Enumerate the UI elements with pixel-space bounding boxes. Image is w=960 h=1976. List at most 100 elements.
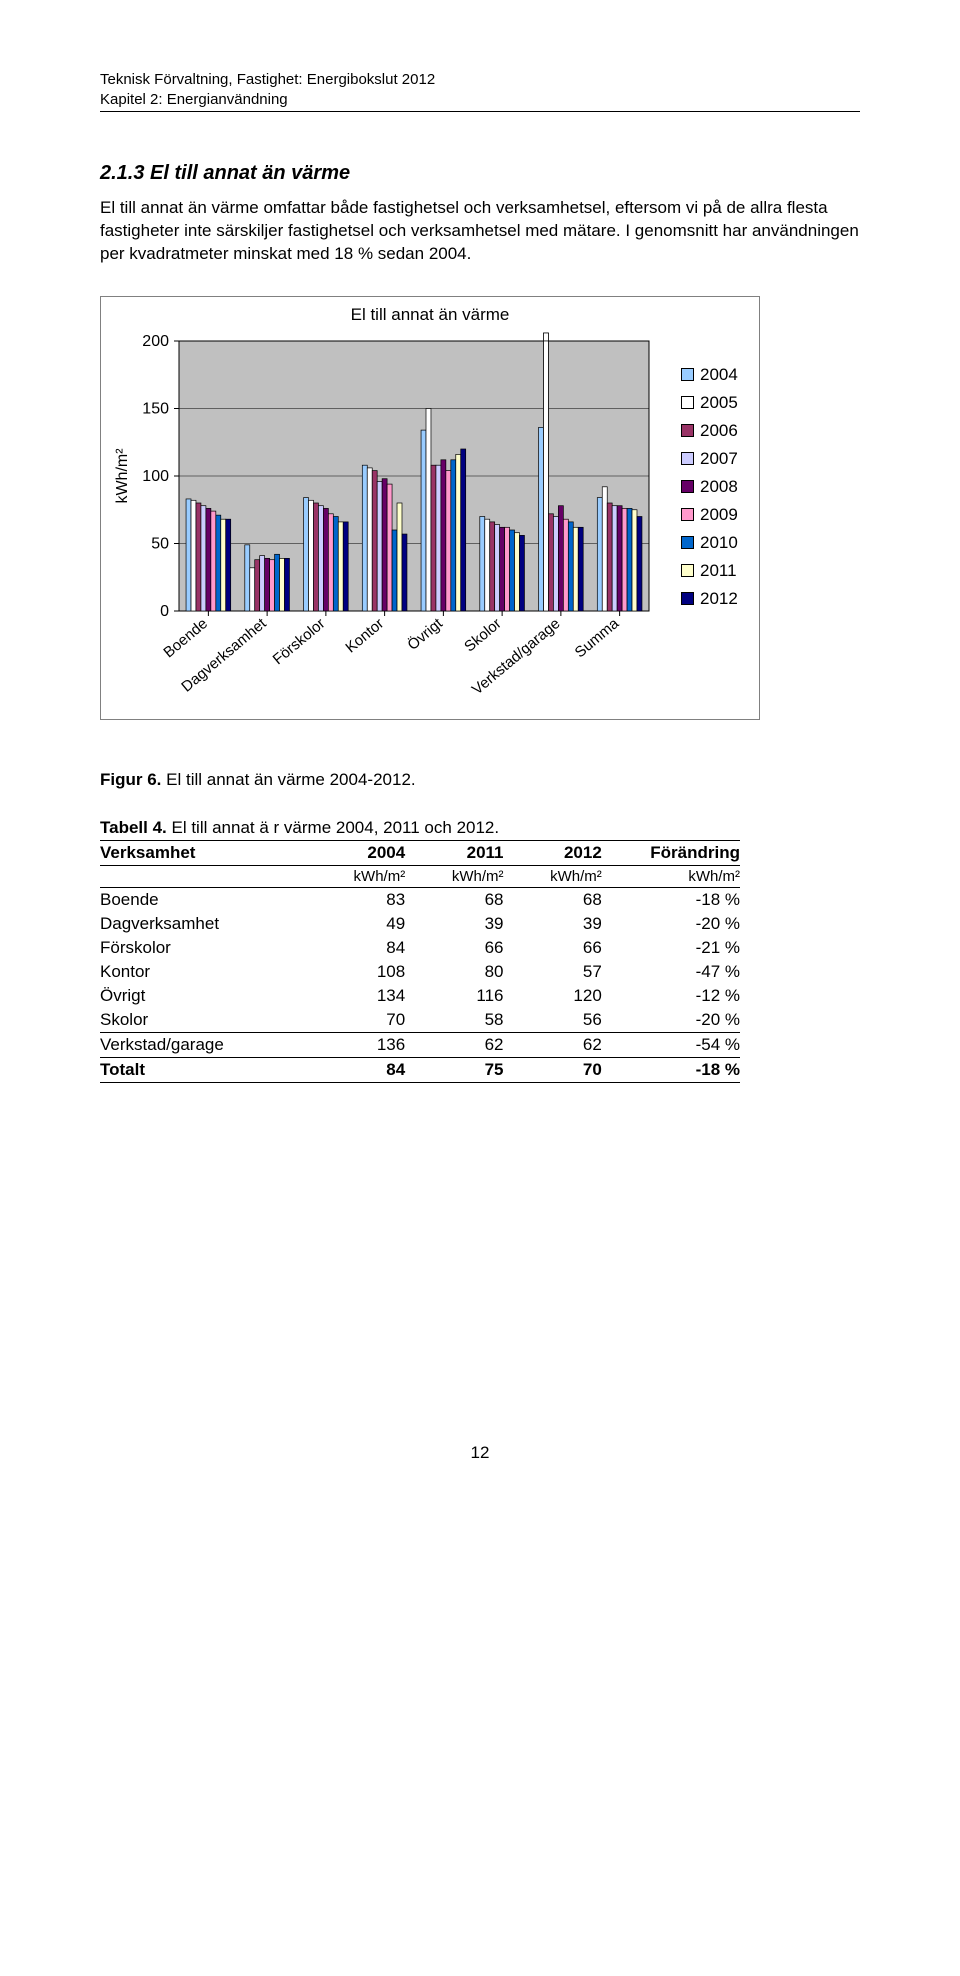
table-cell: Övrigt (100, 984, 307, 1008)
table-row: Boende836868-18 % (100, 887, 740, 912)
header-line-1: Teknisk Förvaltning, Fastighet: Energibo… (100, 70, 860, 90)
chart-title: El till annat än värme (109, 305, 751, 325)
table-cell: 83 (307, 887, 405, 912)
table-cell: -20 % (602, 1008, 740, 1033)
table-cell: 56 (504, 1008, 602, 1033)
table-cell: -12 % (602, 984, 740, 1008)
table-caption: Tabell 4. El till annat ä r värme 2004, … (100, 818, 860, 838)
legend-swatch (681, 480, 694, 493)
legend-item: 2011 (681, 561, 738, 581)
svg-text:Summa: Summa (572, 614, 623, 661)
legend-label: 2011 (700, 561, 737, 581)
table-unit: kWh/m² (602, 865, 740, 887)
table-cell: 66 (405, 936, 503, 960)
table-cell: 49 (307, 912, 405, 936)
legend-label: 2012 (700, 589, 738, 609)
section-title: 2.1.3 El till annat än värme (100, 162, 860, 185)
table-unit: kWh/m² (307, 865, 405, 887)
page-number: 12 (100, 1443, 860, 1463)
table-caption-rest: El till annat ä r värme 2004, 2011 och 2… (167, 818, 499, 837)
legend-label: 2010 (700, 533, 738, 553)
table-header: Förändring (602, 840, 740, 865)
table-row: Skolor705856-20 % (100, 1008, 740, 1033)
svg-text:Övrigt: Övrigt (404, 614, 447, 654)
chart-container: El till annat än värme 050100150200kWh/m… (100, 296, 760, 720)
legend-item: 2008 (681, 477, 738, 497)
bar-chart: 050100150200kWh/m²BoendeDagverksamhetFör… (109, 331, 669, 711)
table-cell: 39 (504, 912, 602, 936)
figure-caption: Figur 6. El till annat än värme 2004-201… (100, 770, 860, 790)
table-cell: -18 % (602, 887, 740, 912)
data-table: Verksamhet200420112012FörändringkWh/m²kW… (100, 840, 740, 1083)
table-cell: 84 (307, 1057, 405, 1082)
table-cell: 66 (504, 936, 602, 960)
table-cell: 75 (405, 1057, 503, 1082)
legend-label: 2006 (700, 421, 738, 441)
legend-label: 2009 (700, 505, 738, 525)
svg-text:200: 200 (142, 333, 169, 350)
legend-swatch (681, 508, 694, 521)
table-unit (100, 865, 307, 887)
header-rule (100, 111, 860, 112)
table-row: Förskolor846666-21 % (100, 936, 740, 960)
legend-item: 2006 (681, 421, 738, 441)
table-cell: 62 (504, 1032, 602, 1057)
legend-swatch (681, 592, 694, 605)
table-cell: 136 (307, 1032, 405, 1057)
table-cell: 70 (307, 1008, 405, 1033)
svg-text:Kontor: Kontor (342, 615, 387, 656)
legend-label: 2008 (700, 477, 738, 497)
table-header: Verksamhet (100, 840, 307, 865)
page: Teknisk Förvaltning, Fastighet: Energibo… (0, 0, 960, 1503)
table-cell: Dagverksamhet (100, 912, 307, 936)
figure-caption-bold: Figur 6. (100, 770, 161, 789)
table-row: Kontor1088057-47 % (100, 960, 740, 984)
table-cell: Skolor (100, 1008, 307, 1033)
svg-text:100: 100 (142, 468, 169, 485)
table-cell: 84 (307, 936, 405, 960)
table-row: Verkstad/garage1366262-54 % (100, 1032, 740, 1057)
table-row: Dagverksamhet493939-20 % (100, 912, 740, 936)
legend-swatch (681, 536, 694, 549)
svg-text:0: 0 (160, 603, 169, 620)
table-cell: 57 (504, 960, 602, 984)
table-row: Övrigt134116120-12 % (100, 984, 740, 1008)
table-cell: 68 (405, 887, 503, 912)
svg-text:Förskolor: Förskolor (270, 615, 329, 668)
table-cell: 39 (405, 912, 503, 936)
table-cell: 68 (504, 887, 602, 912)
table-cell: 120 (504, 984, 602, 1008)
table-cell: -21 % (602, 936, 740, 960)
table-header: 2012 (504, 840, 602, 865)
table-cell: Förskolor (100, 936, 307, 960)
legend-item: 2005 (681, 393, 738, 413)
legend-label: 2004 (700, 365, 738, 385)
table-header: 2004 (307, 840, 405, 865)
legend-item: 2012 (681, 589, 738, 609)
header-line-2: Kapitel 2: Energianvändning (100, 90, 860, 110)
legend-swatch (681, 396, 694, 409)
table-cell: 58 (405, 1008, 503, 1033)
table-caption-bold: Tabell 4. (100, 818, 167, 837)
figure-caption-rest: El till annat än värme 2004-2012. (161, 770, 415, 789)
table-cell: -54 % (602, 1032, 740, 1057)
chart-legend: 2004 2005 2006 2007 2008 2009 2010 2011 2012 (669, 361, 744, 613)
table-unit: kWh/m² (504, 865, 602, 887)
legend-item: 2004 (681, 365, 738, 385)
table-cell: Kontor (100, 960, 307, 984)
table-cell: -18 % (602, 1057, 740, 1082)
legend-item: 2007 (681, 449, 738, 469)
table-cell: 80 (405, 960, 503, 984)
legend-swatch (681, 368, 694, 381)
svg-text:Boende: Boende (160, 615, 211, 661)
svg-text:50: 50 (151, 535, 169, 552)
table-cell: -47 % (602, 960, 740, 984)
legend-item: 2009 (681, 505, 738, 525)
legend-swatch (681, 452, 694, 465)
section-body: El till annat än värme omfattar både fas… (100, 197, 860, 266)
legend-swatch (681, 564, 694, 577)
legend-swatch (681, 424, 694, 437)
legend-item: 2010 (681, 533, 738, 553)
table-header: 2011 (405, 840, 503, 865)
table-cell: -20 % (602, 912, 740, 936)
